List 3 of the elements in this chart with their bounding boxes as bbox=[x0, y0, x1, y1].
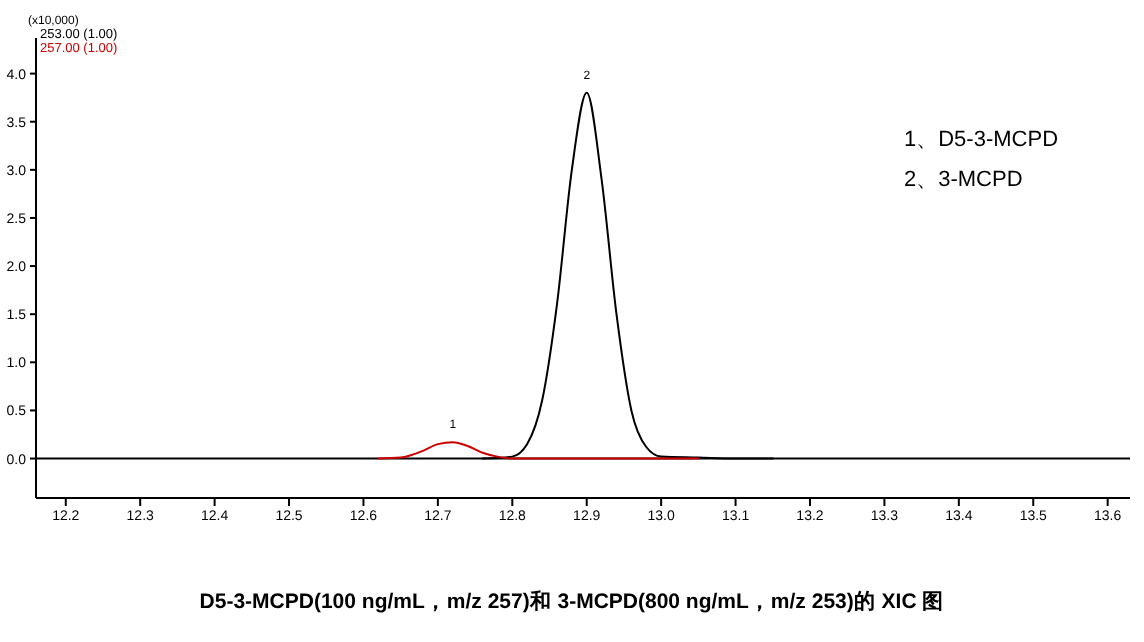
text: D5-3-MCPD(100 ng/mL，m/z 257)和 3-MCPD(800 ng/mL，m/z 253)的 XIC 图 bbox=[197, 588, 947, 616]
annotation: 2、3-MCPD bbox=[904, 166, 1023, 194]
annotation: 1、D5-3-MCPD bbox=[904, 126, 1059, 154]
